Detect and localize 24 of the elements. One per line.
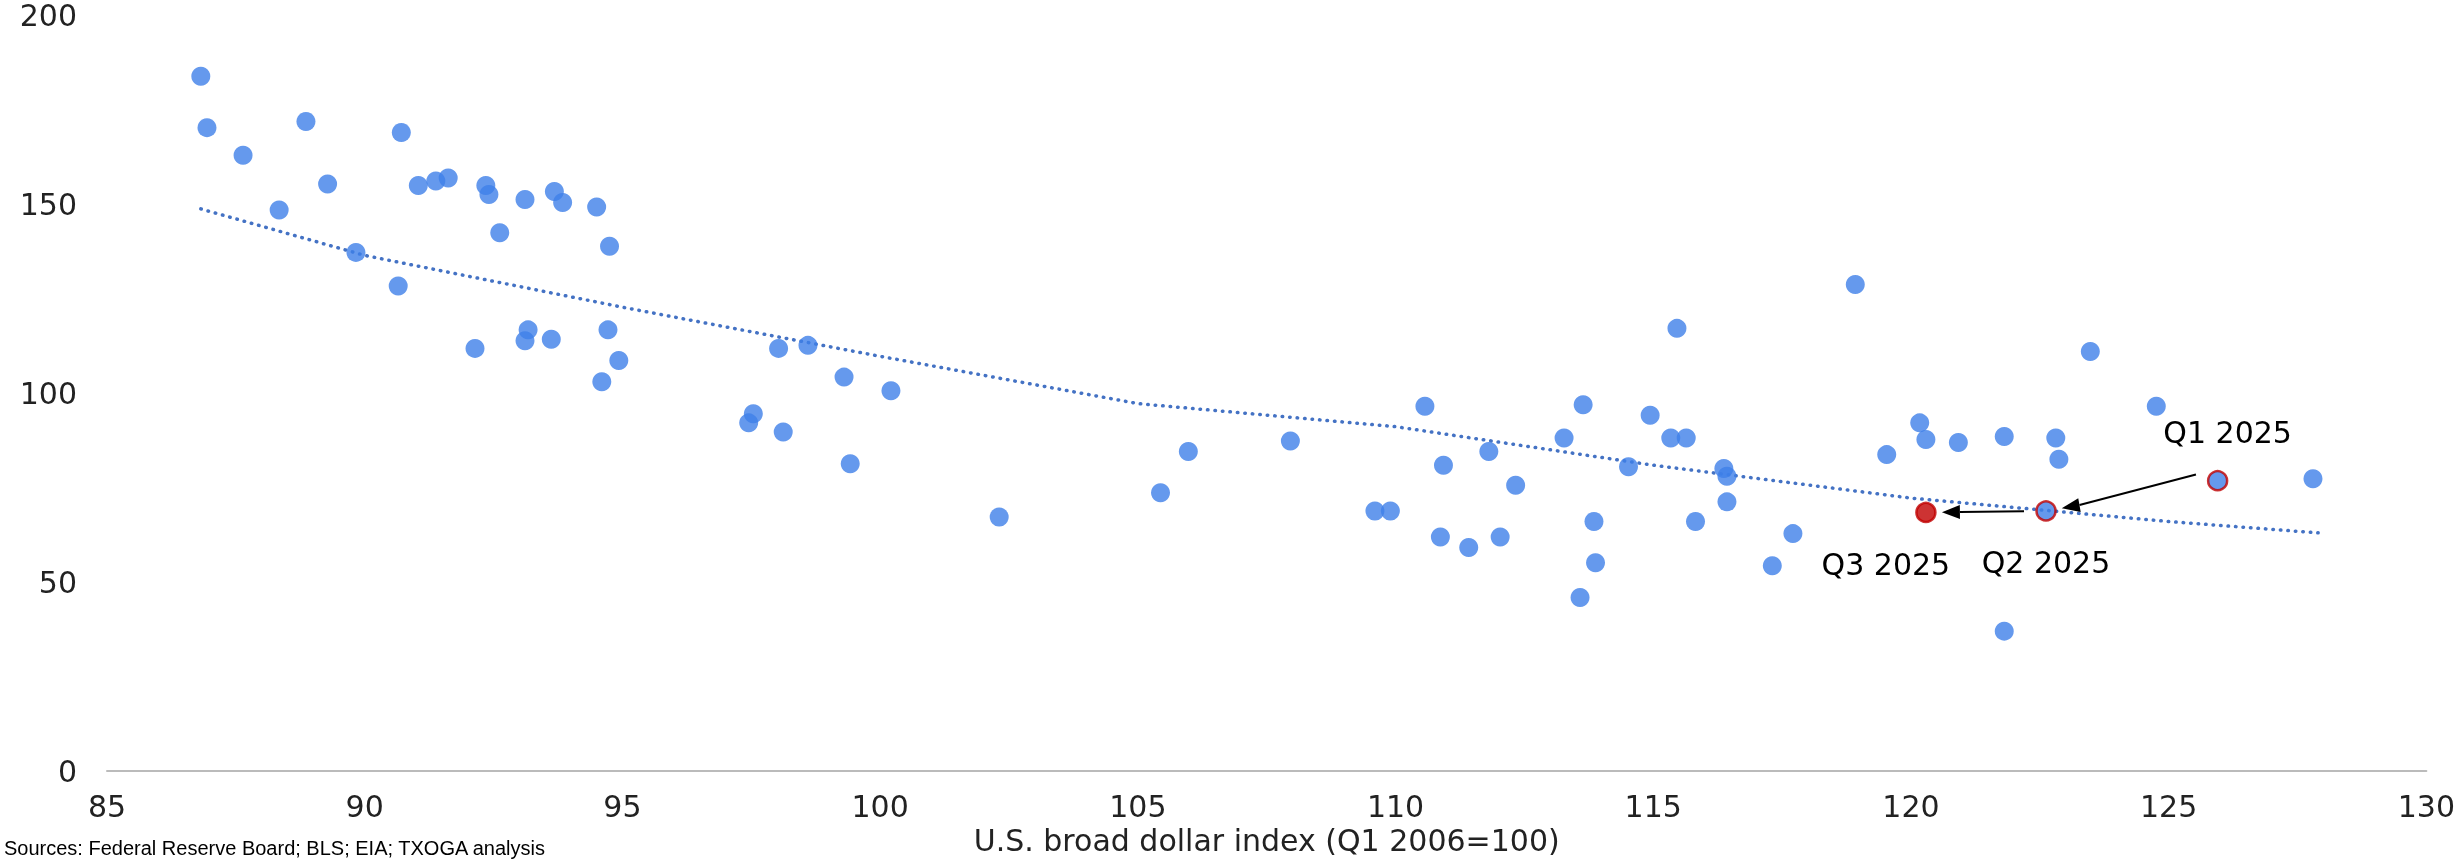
y-tick-label: 50	[38, 564, 77, 600]
x-tick-label: 110	[1366, 788, 1425, 824]
x-tick-label: 125	[2140, 788, 2198, 824]
y-tick-label: 150	[19, 186, 77, 222]
x-tick-label: 115	[1624, 788, 1682, 824]
x-axis-title: U.S. broad dollar index (Q1 2006=100)	[973, 823, 1560, 859]
x-tick-label: 120	[1882, 788, 1940, 824]
point	[2206, 469, 2229, 492]
line-series	[199, 207, 2320, 535]
x-tick-label: 90	[345, 788, 384, 824]
y-tick-label: 100	[19, 375, 77, 411]
x-tick-label: 130	[2397, 788, 2455, 824]
y-tick-label: 0	[57, 753, 77, 789]
y-tick-label: 200	[19, 0, 77, 33]
annotation: Q3 2025	[1821, 546, 1951, 582]
annotation: Q1 2025	[2163, 415, 2292, 451]
annotation: Q2 2025	[1981, 545, 2111, 581]
point	[1915, 501, 1937, 524]
x-tick-label: 100	[851, 788, 909, 824]
point	[2035, 500, 2057, 522]
source-note: Sources: Federal Reserve Board; BLS; EIA; TXOGA analysis	[4, 837, 545, 859]
x-tick-label: 95	[603, 788, 642, 824]
x-tick-label: 85	[87, 788, 127, 824]
x-tick-label: 105	[1109, 788, 1167, 824]
